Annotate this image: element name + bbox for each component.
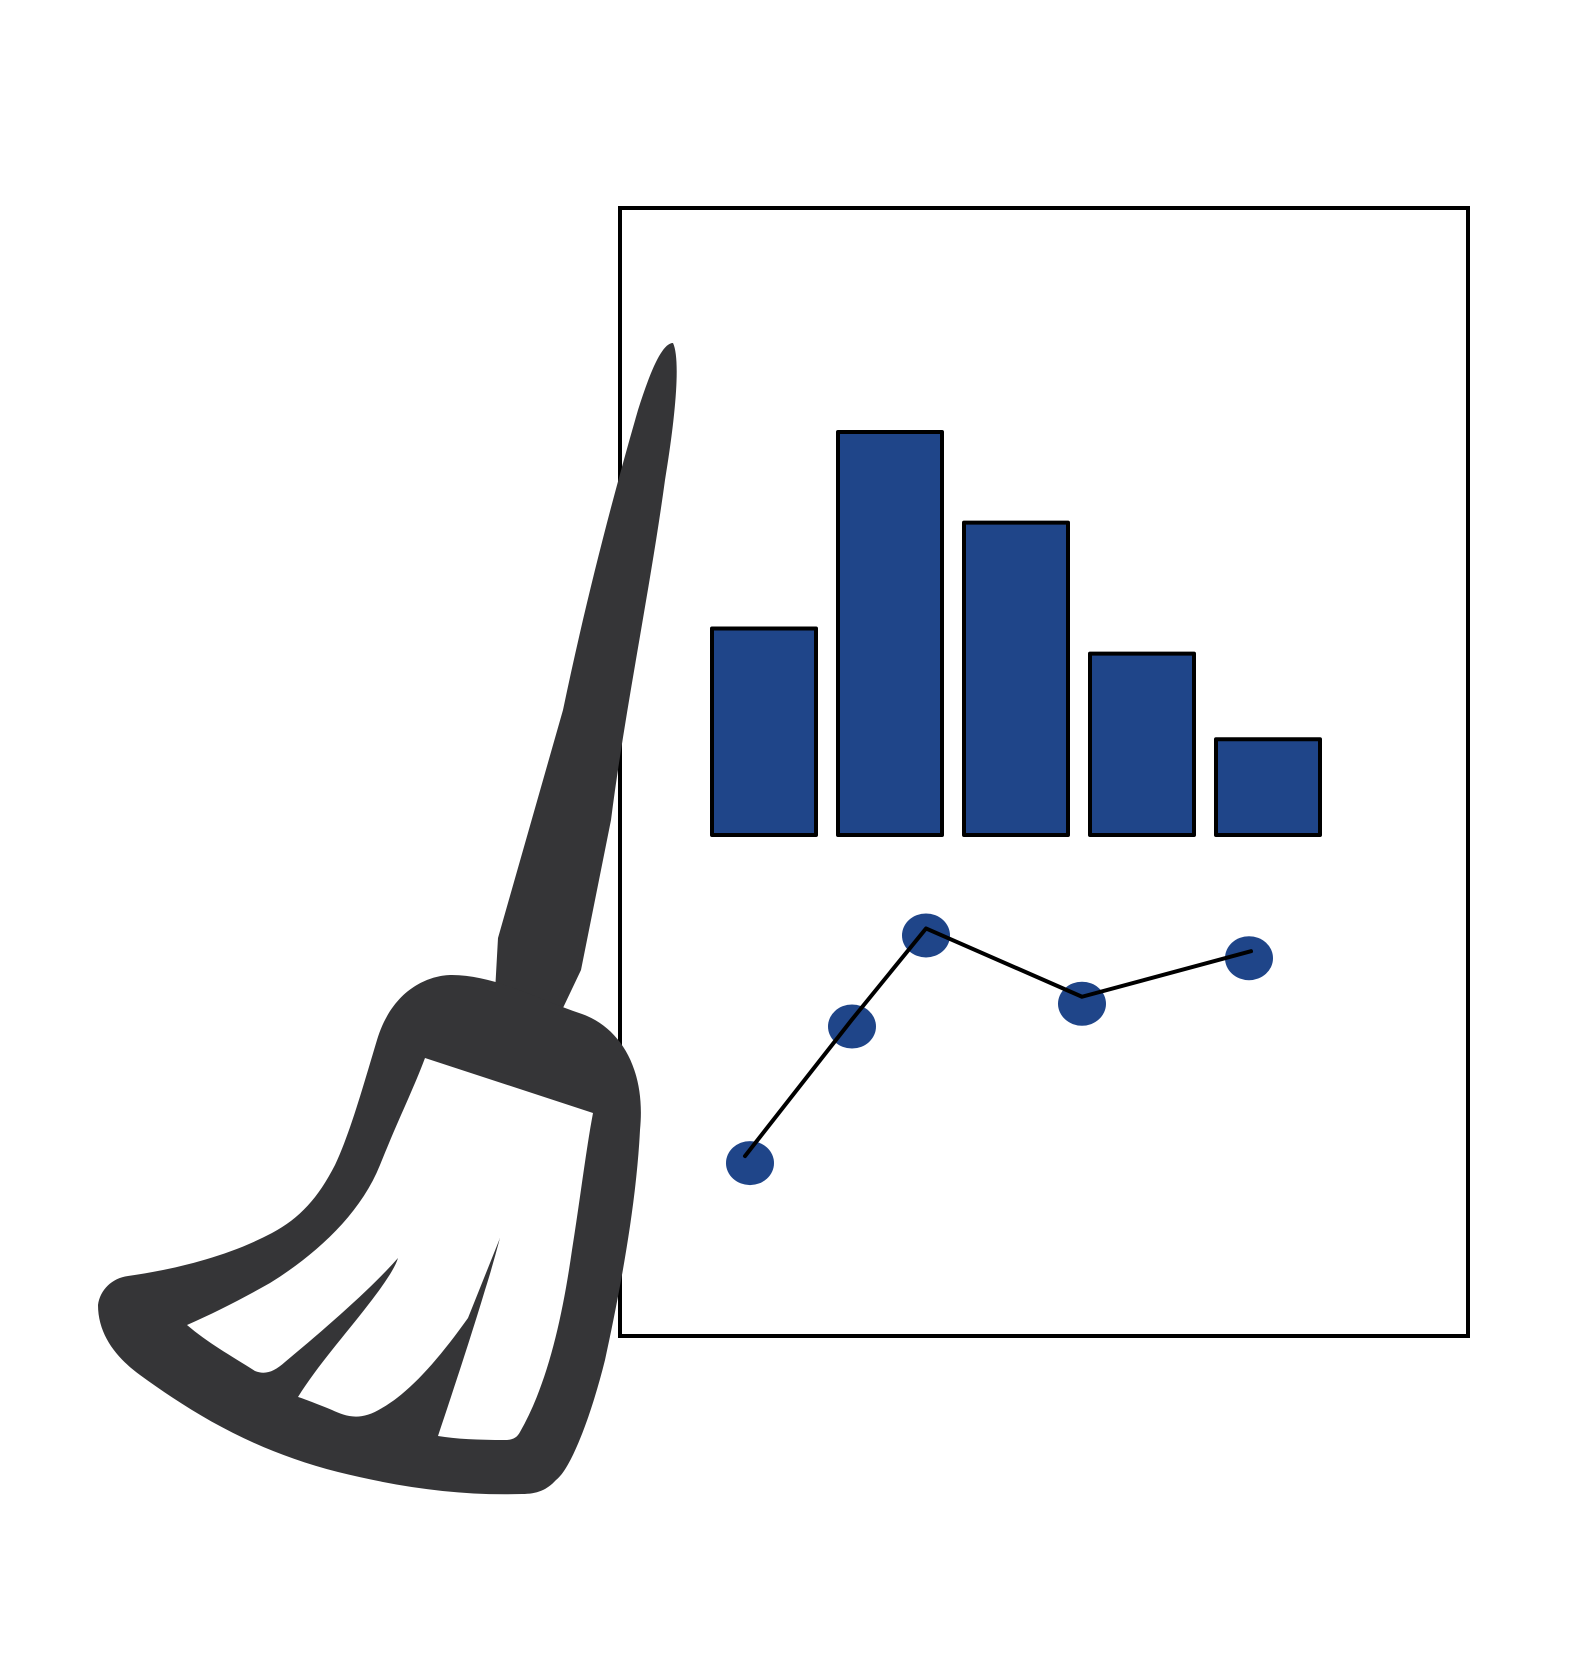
bar-4 bbox=[1088, 651, 1196, 838]
broom-icon bbox=[98, 343, 677, 1495]
broom-handle bbox=[494, 343, 677, 1010]
line-point-3 bbox=[902, 913, 950, 958]
bar-3 bbox=[962, 520, 1070, 837]
line-point-1 bbox=[726, 1141, 774, 1186]
line-series bbox=[726, 913, 1273, 1186]
bar-1 bbox=[710, 626, 818, 838]
trend-line bbox=[743, 926, 1253, 1159]
line-point-5 bbox=[1225, 936, 1273, 981]
bar-series bbox=[710, 430, 1322, 838]
broom-bristles bbox=[187, 1058, 593, 1440]
bar-5 bbox=[1214, 737, 1322, 837]
bar-2 bbox=[836, 430, 944, 837]
